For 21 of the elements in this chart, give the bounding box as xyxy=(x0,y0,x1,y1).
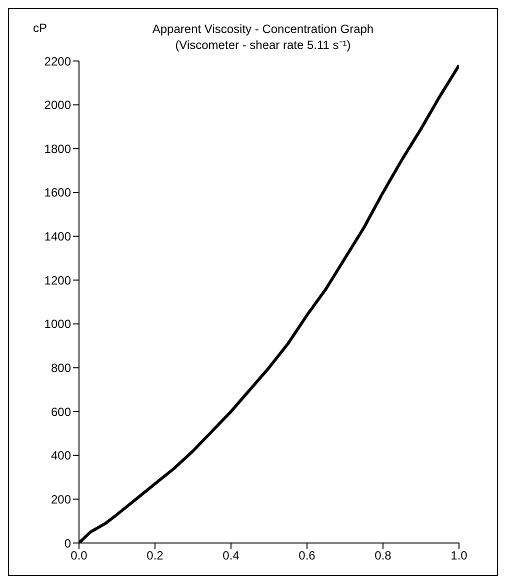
y-tick-label: 0 xyxy=(64,536,72,550)
chart-title: Apparent Viscosity - Concentration Graph xyxy=(152,22,374,36)
x-tick-label: 0.8 xyxy=(374,548,392,563)
y-tick-label: 600 xyxy=(50,404,72,419)
x-tick-label: 1.0 xyxy=(450,548,468,563)
chart-subtitle: (Viscometer - shear rate 5.11 s⁻¹) xyxy=(174,37,352,53)
y-tick-label: 2000 xyxy=(44,98,72,112)
y-tick-label: 1600 xyxy=(44,186,72,200)
y-tick-label: 1200 xyxy=(44,273,72,288)
y-tick-label: 800 xyxy=(50,360,72,375)
y-tick-label: 1000 xyxy=(44,317,72,332)
x-tick-label: 0.4 xyxy=(222,548,240,563)
y-axis-title: cP xyxy=(33,21,48,35)
y-tick-label: 2200 xyxy=(44,54,72,68)
y-tick-label: 200 xyxy=(50,492,72,506)
x-tick-label: 0.6 xyxy=(298,548,316,563)
y-tick-label: 1400 xyxy=(44,230,72,244)
y-tick-label: 1800 xyxy=(44,142,72,156)
y-tick-label: 400 xyxy=(50,448,72,463)
x-tick-label: 0.0 xyxy=(70,548,88,563)
x-tick-label: 0.2 xyxy=(146,548,164,563)
